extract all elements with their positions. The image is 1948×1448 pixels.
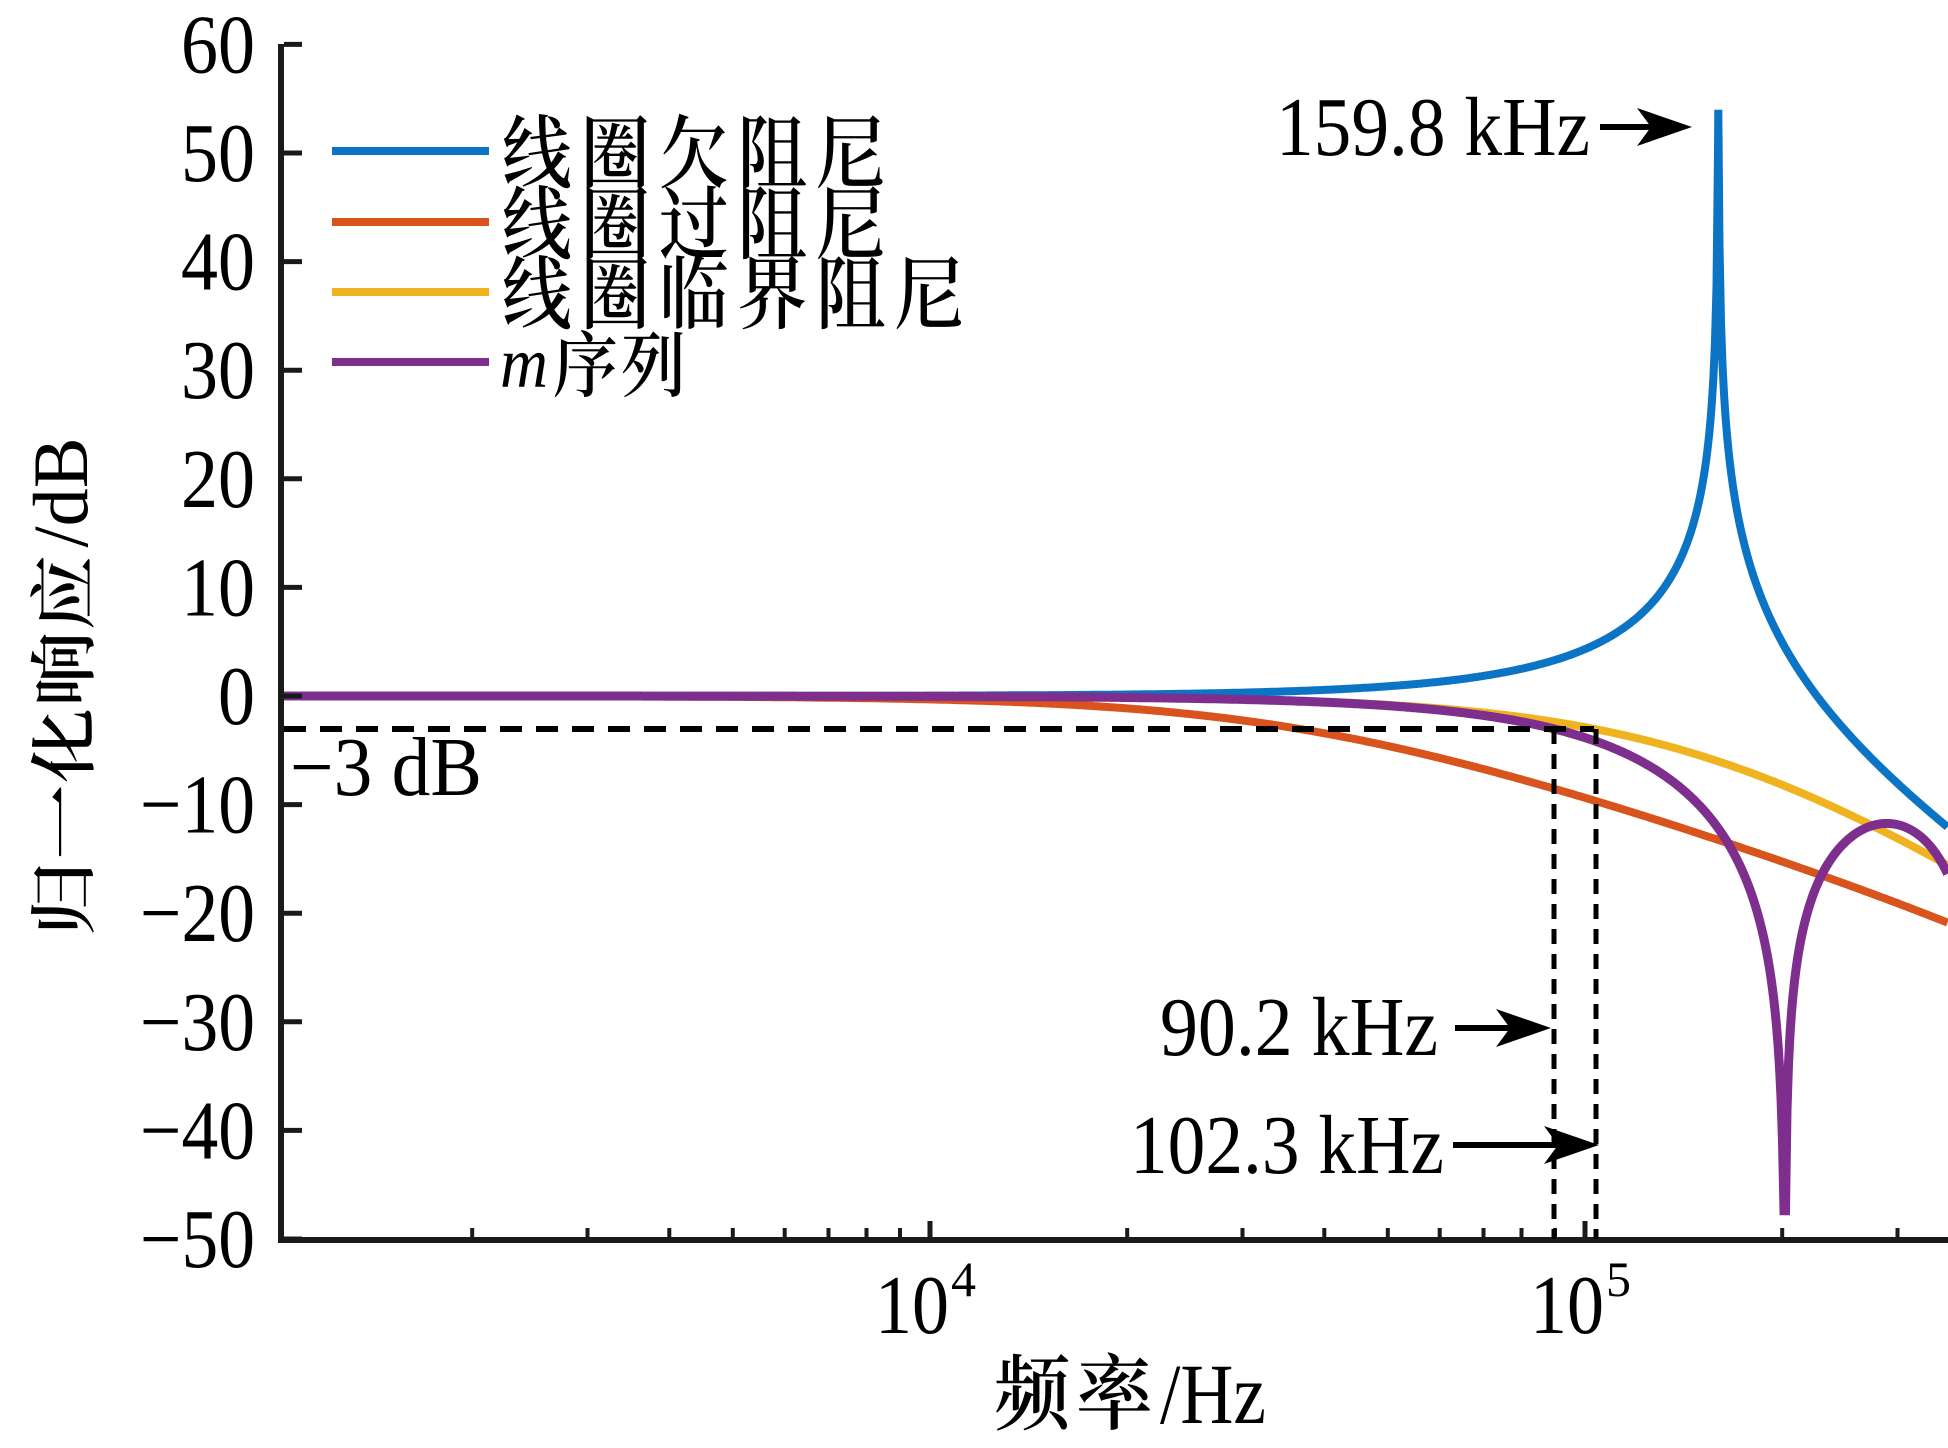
svg-text:10: 10	[1530, 1259, 1604, 1352]
svg-text:20: 20	[181, 433, 255, 526]
svg-text:50: 50	[181, 107, 255, 200]
svg-text:5: 5	[1606, 1251, 1631, 1307]
svg-text:0: 0	[218, 650, 255, 743]
svg-text:−20: −20	[140, 867, 255, 960]
svg-text:60: 60	[181, 0, 255, 91]
svg-text:/Hz: /Hz	[1160, 1346, 1266, 1442]
svg-text:90.2 kHz: 90.2 kHz	[1160, 981, 1438, 1074]
svg-text:−50: −50	[140, 1193, 255, 1286]
svg-text:−40: −40	[140, 1084, 255, 1177]
svg-text:159.8 kHz: 159.8 kHz	[1276, 81, 1590, 174]
svg-text:−30: −30	[140, 976, 255, 1069]
svg-text:−3 dB: −3 dB	[290, 721, 482, 814]
svg-text:4: 4	[951, 1251, 976, 1307]
svg-text:/dB: /dB	[17, 438, 104, 548]
svg-text:10: 10	[875, 1259, 949, 1352]
svg-text:m: m	[500, 323, 548, 403]
svg-text:30: 30	[181, 324, 255, 417]
svg-text:40: 40	[181, 216, 255, 309]
svg-text:10: 10	[181, 541, 255, 634]
svg-text:102.3 kHz: 102.3 kHz	[1130, 1099, 1444, 1192]
svg-text:−10: −10	[140, 759, 255, 852]
